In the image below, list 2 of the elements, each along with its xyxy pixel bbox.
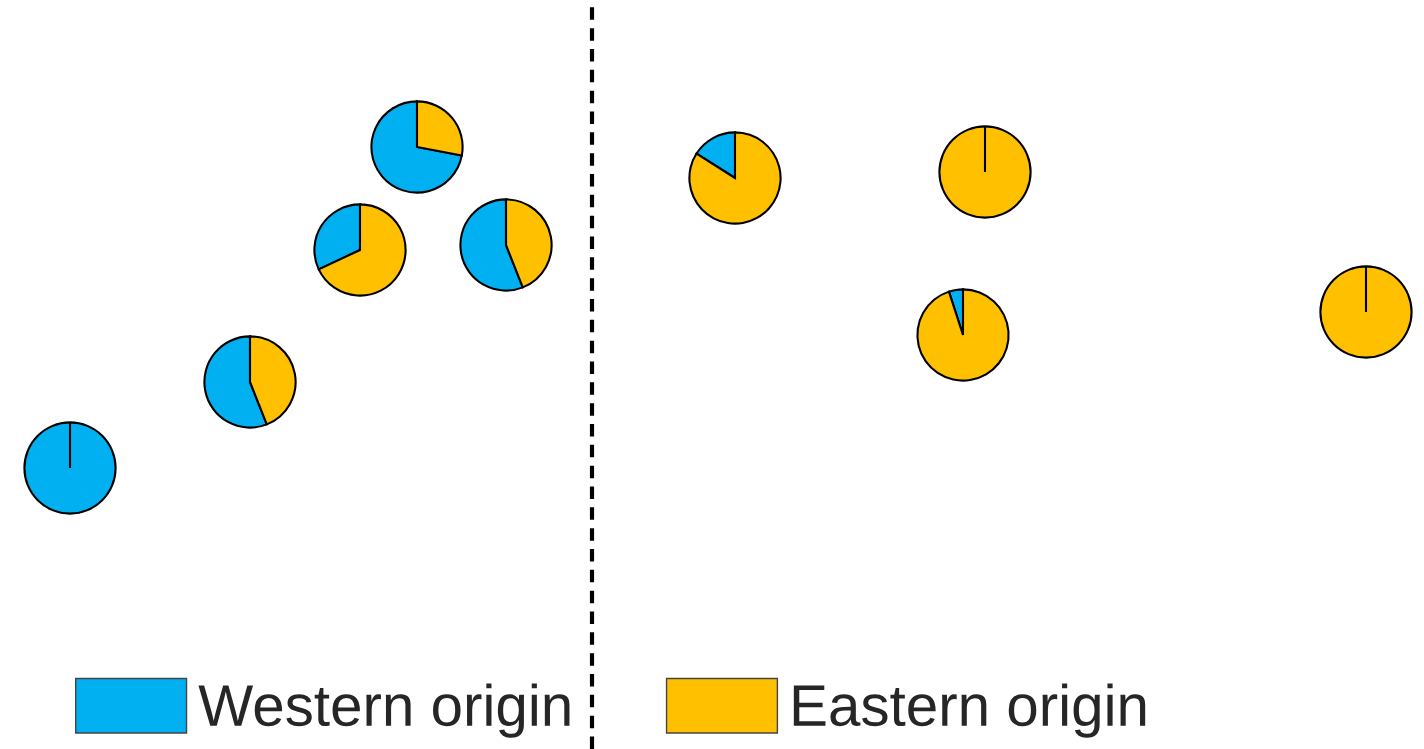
legend-label: Western origin	[198, 683, 570, 738]
legend-label: Eastern origin	[793, 683, 1146, 738]
